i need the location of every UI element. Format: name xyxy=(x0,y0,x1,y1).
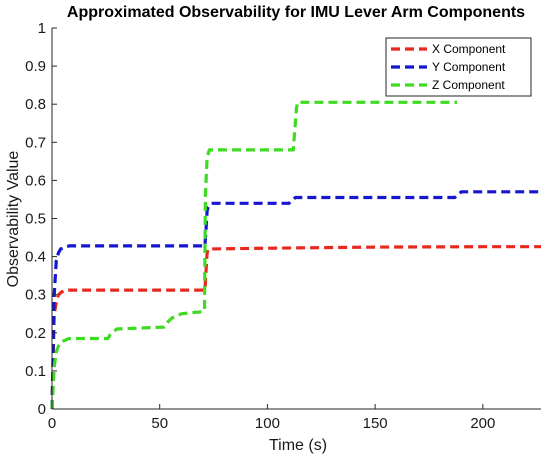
y-tick-label: 0.9 xyxy=(25,58,46,75)
series-line-1 xyxy=(50,245,541,410)
axes: 0 50 100 150 200 0 0.1 0.2 0.3 0.4 0.5 0.6 0.7 0.8 0.9… xyxy=(25,20,541,432)
x-tick-label: 100 xyxy=(255,415,280,432)
y-tick-label: 0.8 xyxy=(25,96,46,113)
x-tick-label: 150 xyxy=(363,415,388,432)
y-tick-label: 0.6 xyxy=(25,172,46,189)
legend: X Component Y Component Z Component xyxy=(385,37,532,97)
y-tick-label: 0.5 xyxy=(25,211,46,228)
y-axis-label: Observability Value xyxy=(5,151,22,288)
x-tick-label: 0 xyxy=(48,415,56,432)
series-line-2 xyxy=(50,190,541,410)
plot-area xyxy=(52,81,541,409)
chart-title: Approximated Observability for IMU Lever… xyxy=(67,4,525,21)
y-tick-label: 0.7 xyxy=(25,134,46,151)
y-tick-label: 0 xyxy=(38,401,46,418)
y-tick-label: 0.1 xyxy=(25,363,46,380)
x-tick-label: 50 xyxy=(151,415,168,432)
y-tick-label: 0.4 xyxy=(25,249,46,266)
x-tick-label: 200 xyxy=(470,415,495,432)
y-tick-label: 0.3 xyxy=(25,287,46,304)
legend-label: X Component xyxy=(432,42,506,56)
y-tick-label: 0.2 xyxy=(25,325,46,342)
y-tick-label: 1 xyxy=(38,20,46,37)
legend-label: Y Component xyxy=(432,60,506,74)
legend-label: Z Component xyxy=(432,78,505,92)
x-axis-label: Time (s) xyxy=(269,437,327,454)
